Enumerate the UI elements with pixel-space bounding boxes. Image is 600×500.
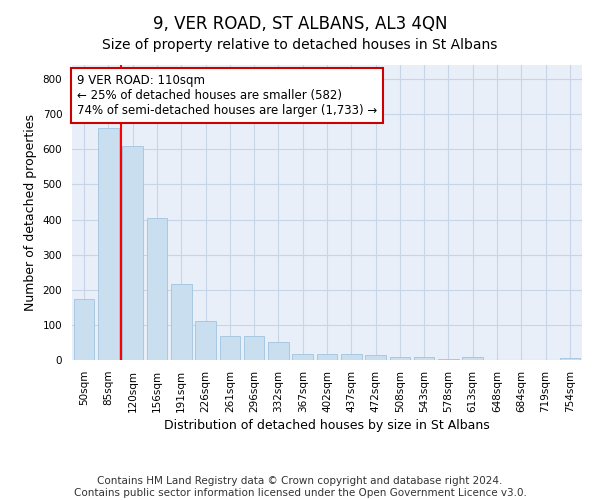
Bar <box>195 322 216 360</box>
Bar <box>560 358 580 360</box>
Bar <box>341 354 362 360</box>
Y-axis label: Number of detached properties: Number of detached properties <box>24 114 37 311</box>
Bar <box>317 354 337 360</box>
Bar <box>414 357 434 360</box>
Text: Contains HM Land Registry data © Crown copyright and database right 2024.
Contai: Contains HM Land Registry data © Crown c… <box>74 476 526 498</box>
Bar <box>365 356 386 360</box>
Bar <box>74 298 94 360</box>
Bar <box>146 218 167 360</box>
Text: 9 VER ROAD: 110sqm
← 25% of detached houses are smaller (582)
74% of semi-detach: 9 VER ROAD: 110sqm ← 25% of detached hou… <box>77 74 377 117</box>
Bar <box>244 336 265 360</box>
Bar <box>220 336 240 360</box>
Bar <box>292 354 313 360</box>
Bar <box>98 128 119 360</box>
Bar <box>122 146 143 360</box>
Bar <box>268 342 289 360</box>
X-axis label: Distribution of detached houses by size in St Albans: Distribution of detached houses by size … <box>164 419 490 432</box>
Text: Size of property relative to detached houses in St Albans: Size of property relative to detached ho… <box>103 38 497 52</box>
Bar <box>463 357 483 360</box>
Text: 9, VER ROAD, ST ALBANS, AL3 4QN: 9, VER ROAD, ST ALBANS, AL3 4QN <box>153 15 447 33</box>
Bar <box>389 357 410 360</box>
Bar <box>171 284 191 360</box>
